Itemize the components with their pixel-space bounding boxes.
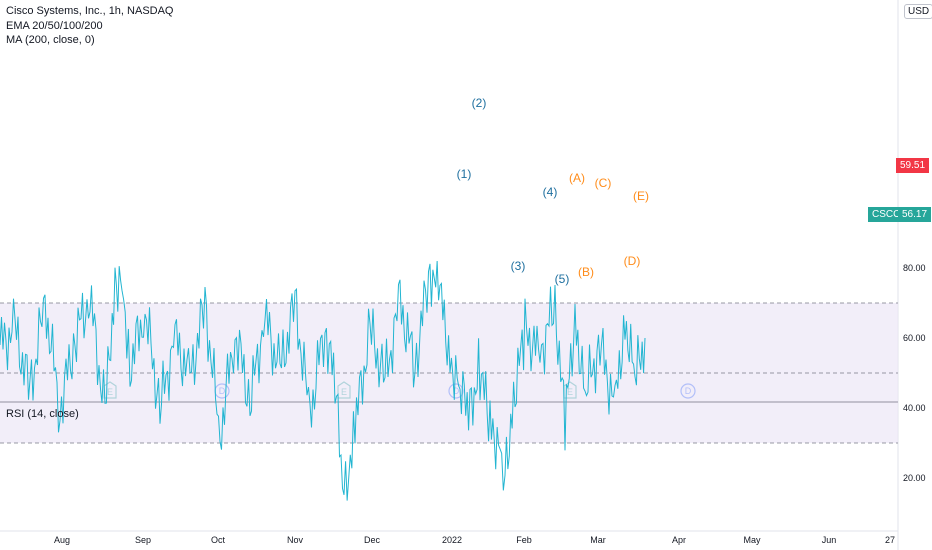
wave-label-orange: (C) bbox=[595, 176, 612, 190]
rsi-tick-label: 80.00 bbox=[903, 263, 926, 273]
wave-label-blue: (5) bbox=[555, 272, 570, 286]
ema-indicator-label[interactable]: EMA 20/50/100/200 bbox=[6, 20, 103, 32]
rsi-line bbox=[0, 260, 646, 501]
rsi-tick-label: 40.00 bbox=[903, 403, 926, 413]
time-tick-label: Aug bbox=[54, 535, 70, 545]
time-tick-label: 27 bbox=[885, 535, 895, 545]
rsi-title[interactable]: RSI (14, close) bbox=[6, 408, 79, 420]
wave-label-orange: (D) bbox=[624, 254, 641, 268]
resistance-price-badge: 59.51 bbox=[896, 158, 930, 173]
time-tick-label: 2022 bbox=[442, 535, 462, 545]
wave-label-orange: (E) bbox=[633, 189, 649, 203]
time-tick-label: Oct bbox=[211, 535, 226, 545]
ma-indicator-label[interactable]: MA (200, close, 0) bbox=[6, 34, 95, 46]
wave-label-orange: (B) bbox=[578, 265, 594, 279]
time-tick-label: Nov bbox=[287, 535, 304, 545]
chart-title: Cisco Systems, Inc., 1h, NASDAQ bbox=[6, 5, 174, 17]
time-tick-label: Feb bbox=[516, 535, 532, 545]
time-tick-label: Apr bbox=[672, 535, 686, 545]
last-price-badge: 56.17 bbox=[898, 207, 932, 222]
wave-label-blue: (1) bbox=[457, 167, 472, 181]
wave-label-blue: (2) bbox=[472, 96, 487, 110]
time-tick-label: Dec bbox=[364, 535, 381, 545]
rsi-tick-label: 20.00 bbox=[903, 473, 926, 483]
time-tick-label: Jun bbox=[822, 535, 837, 545]
time-tick-label: Mar bbox=[590, 535, 606, 545]
currency-label[interactable]: USD bbox=[904, 4, 932, 19]
rsi-tick-label: 60.00 bbox=[903, 333, 926, 343]
wave-label-blue: (3) bbox=[511, 259, 526, 273]
wave-label-blue: (4) bbox=[543, 185, 558, 199]
wave-label-orange: (A) bbox=[569, 171, 585, 185]
time-tick-label: May bbox=[743, 535, 761, 545]
symbol-badge: CSCO bbox=[868, 207, 905, 222]
time-tick-label: Sep bbox=[135, 535, 151, 545]
